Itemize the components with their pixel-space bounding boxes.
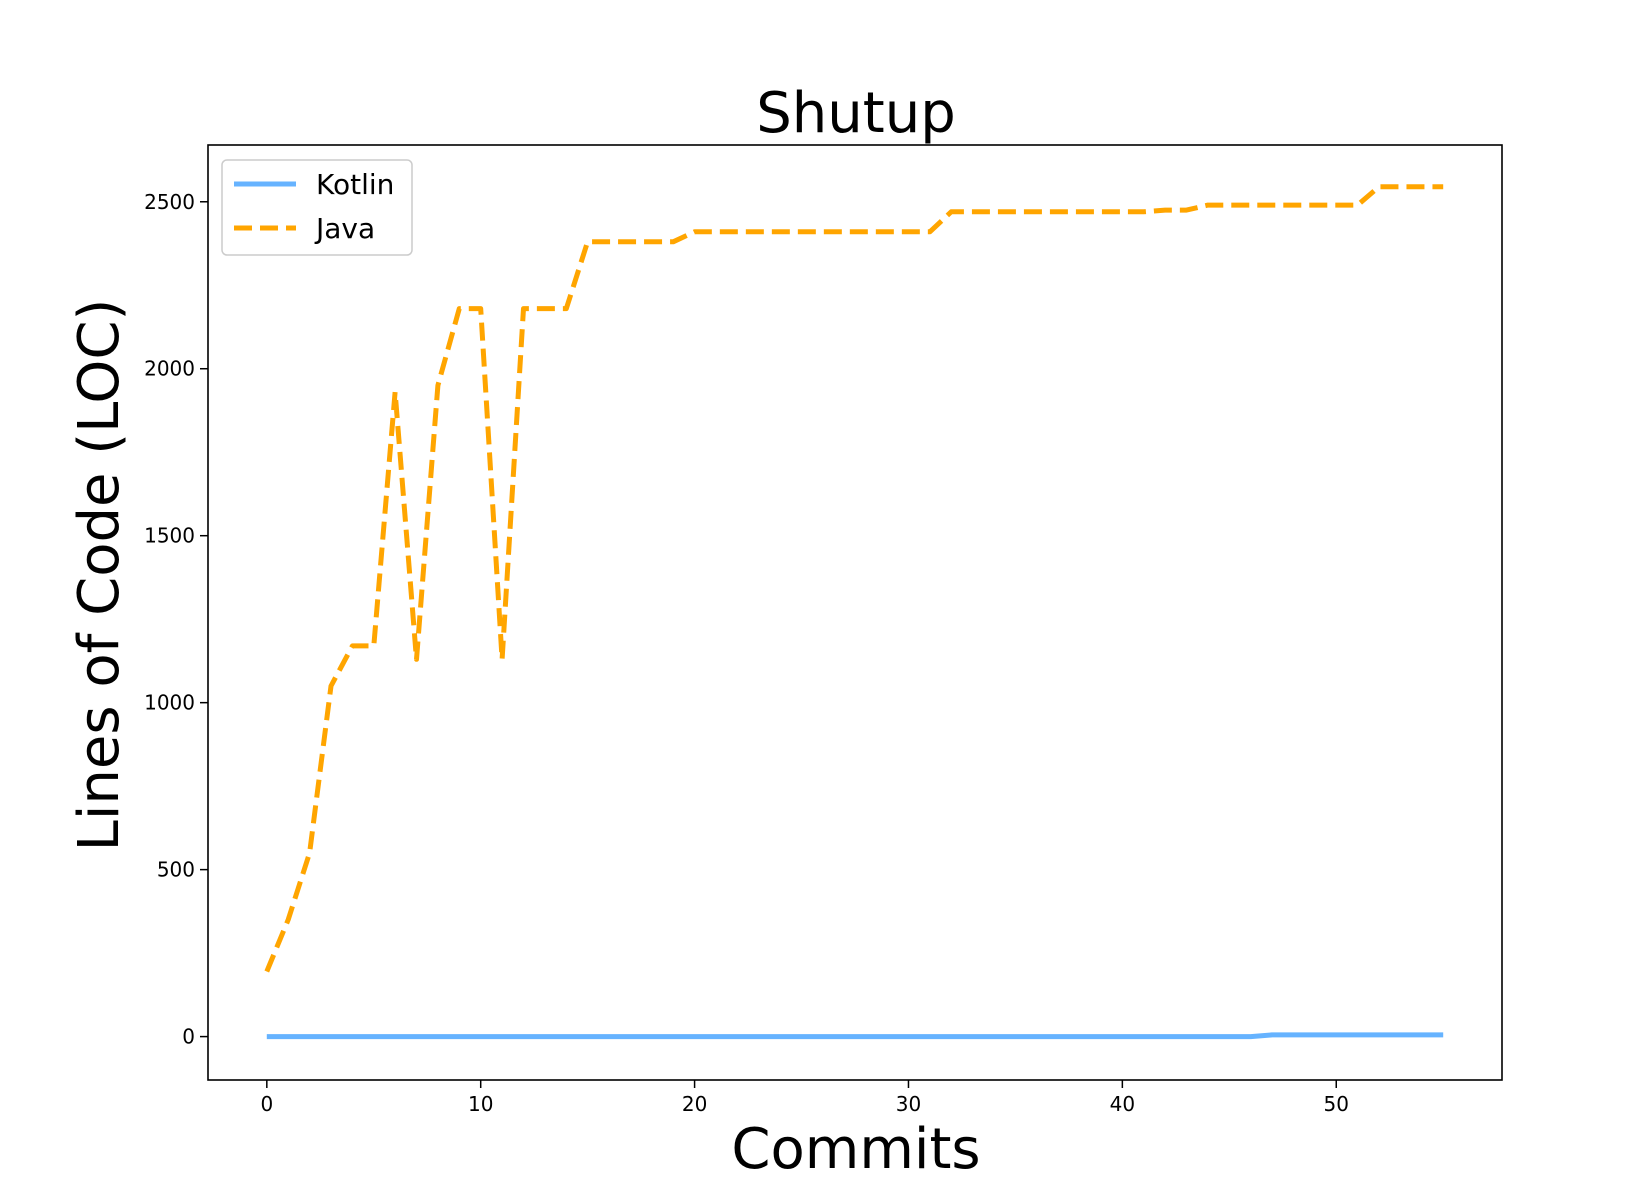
y-tick-label: 1000 [144, 691, 195, 715]
x-axis-label: Commits [731, 1117, 980, 1182]
x-tick-label: 20 [682, 1092, 707, 1116]
series-line-java [264, 184, 1444, 973]
y-tick-label: 500 [157, 858, 195, 882]
series-line-kotlin [266, 1032, 1444, 1040]
plot-frame [207, 144, 1503, 1081]
y-tick-label: 2000 [144, 357, 195, 381]
x-tick-label: 10 [468, 1092, 493, 1116]
y-axis-label: Lines of Code (LOC) [67, 299, 132, 852]
legend-label-kotlin: Kotlin [316, 168, 394, 201]
y-tick-label: 1500 [144, 524, 195, 548]
x-tick-label: 50 [1324, 1092, 1349, 1116]
x-tick-label: 30 [896, 1092, 921, 1116]
y-tick-label: 2500 [144, 190, 195, 214]
plot-area [264, 184, 1444, 1040]
chart-title: Shutup [756, 81, 956, 146]
legend: Kotlin Java [221, 159, 413, 256]
legend-label-java: Java [314, 212, 375, 245]
x-tick-label: 40 [1110, 1092, 1135, 1116]
y-tick-label: 0 [182, 1025, 195, 1049]
x-tick-label: 0 [260, 1092, 273, 1116]
